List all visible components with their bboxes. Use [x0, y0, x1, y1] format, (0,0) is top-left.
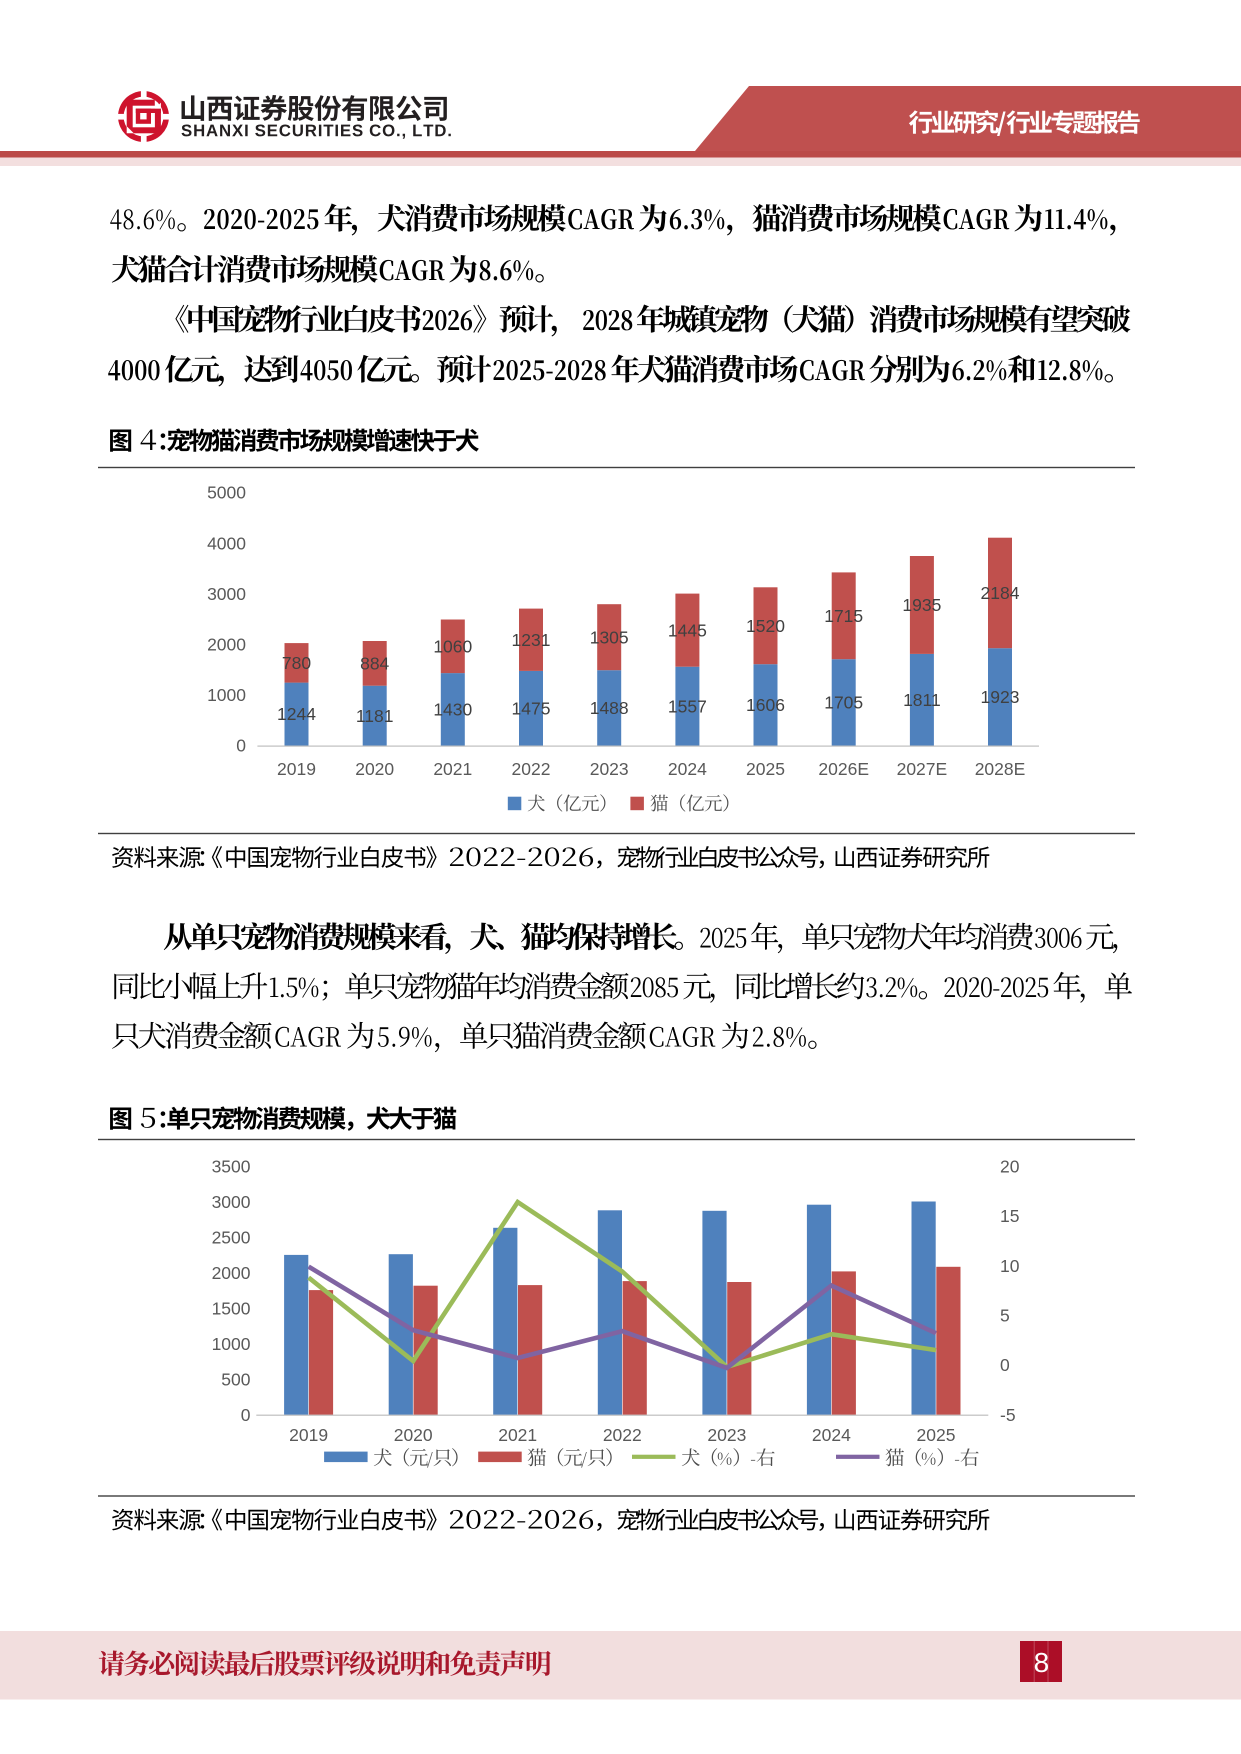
svg-text:5: 5	[1000, 1306, 1010, 1326]
svg-text:0: 0	[236, 736, 246, 756]
svg-text:10: 10	[1000, 1256, 1020, 1276]
svg-text:1557: 1557	[668, 696, 707, 716]
svg-text:1181: 1181	[356, 706, 394, 726]
svg-text:2026E: 2026E	[818, 759, 869, 779]
svg-text:2024: 2024	[668, 759, 707, 779]
svg-text:2021: 2021	[498, 1425, 537, 1445]
svg-text:884: 884	[360, 654, 389, 674]
svg-text:1935: 1935	[902, 595, 941, 615]
svg-text:2025: 2025	[746, 759, 785, 779]
svg-text:1060: 1060	[433, 637, 472, 657]
svg-text:2019: 2019	[289, 1425, 328, 1445]
svg-text:2022: 2022	[512, 759, 551, 779]
svg-text:2022: 2022	[603, 1425, 642, 1445]
svg-text:1305: 1305	[590, 627, 629, 647]
svg-text:1000: 1000	[207, 685, 246, 705]
svg-text:2023: 2023	[707, 1425, 746, 1445]
svg-text:3000: 3000	[212, 1192, 251, 1212]
svg-text:20: 20	[1000, 1157, 1020, 1177]
svg-text:1923: 1923	[981, 687, 1020, 707]
svg-text:-5: -5	[1000, 1405, 1016, 1425]
svg-text:1520: 1520	[746, 616, 785, 636]
svg-text:2020: 2020	[394, 1425, 433, 1445]
svg-text:0: 0	[241, 1405, 251, 1425]
svg-text:1430: 1430	[433, 700, 472, 720]
svg-text:2027E: 2027E	[897, 759, 948, 779]
svg-text:2028E: 2028E	[975, 759, 1026, 779]
svg-text:8: 8	[1034, 1647, 1050, 1678]
svg-text:2024: 2024	[812, 1425, 851, 1445]
svg-text:15: 15	[1000, 1206, 1019, 1226]
svg-text:0: 0	[1000, 1355, 1010, 1375]
svg-text:1715: 1715	[824, 606, 863, 626]
svg-text:2000: 2000	[207, 635, 246, 655]
svg-text:780: 780	[282, 653, 311, 673]
svg-text:1231: 1231	[512, 630, 551, 650]
svg-text:1244: 1244	[277, 704, 316, 724]
svg-text:2000: 2000	[212, 1263, 251, 1283]
svg-text:2500: 2500	[212, 1228, 251, 1248]
svg-text:1606: 1606	[746, 695, 785, 715]
svg-text:1500: 1500	[212, 1299, 251, 1319]
svg-text:1811: 1811	[903, 690, 941, 710]
svg-text:2184: 2184	[981, 583, 1020, 603]
svg-text:2023: 2023	[590, 759, 629, 779]
svg-text:1445: 1445	[668, 620, 707, 640]
svg-text:500: 500	[221, 1369, 250, 1389]
svg-text:2021: 2021	[433, 759, 472, 779]
svg-text:1475: 1475	[512, 698, 551, 718]
svg-text:1000: 1000	[212, 1334, 251, 1354]
svg-text:1705: 1705	[824, 693, 863, 713]
svg-text:3500: 3500	[212, 1157, 251, 1177]
svg-text:5000: 5000	[207, 483, 246, 503]
svg-text:1488: 1488	[590, 698, 629, 718]
svg-text:2025: 2025	[917, 1425, 956, 1445]
svg-text:3000: 3000	[207, 584, 246, 604]
svg-text:4000: 4000	[207, 533, 246, 553]
svg-text:2020: 2020	[355, 759, 394, 779]
svg-text:2019: 2019	[277, 759, 316, 779]
